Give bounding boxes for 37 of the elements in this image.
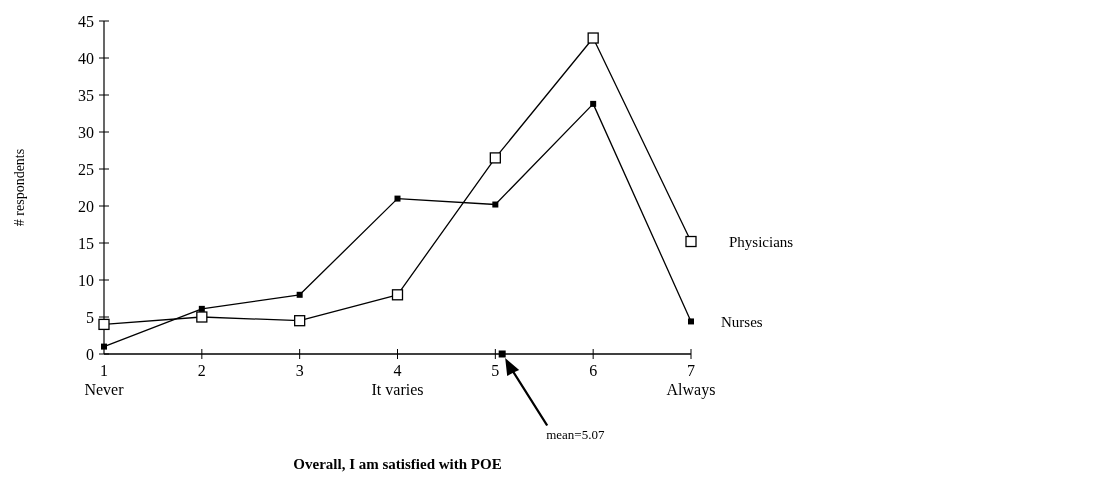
y-tick-label: 20 xyxy=(78,197,94,215)
series-label: Nurses xyxy=(721,313,763,330)
point xyxy=(391,289,404,301)
point xyxy=(294,315,306,327)
y-tick-label: 15 xyxy=(78,234,94,252)
x-tick-label: 5 xyxy=(491,362,500,379)
point xyxy=(498,350,506,358)
point xyxy=(198,305,205,312)
y-tick-label: 10 xyxy=(78,271,94,289)
y-tick-label: 25 xyxy=(78,160,94,178)
x-tick-label: 6 xyxy=(589,362,598,379)
y-tick-label: 0 xyxy=(86,345,94,363)
point xyxy=(688,318,694,325)
y-tick-label: 45 xyxy=(78,12,94,30)
point xyxy=(587,32,599,44)
point xyxy=(101,343,107,350)
text: mean=5.07 xyxy=(546,427,605,443)
x-tick-label: 4 It varies xyxy=(371,362,424,398)
y-axis-title: # respondents xyxy=(12,148,27,227)
y-tick-label: 35 xyxy=(78,86,94,104)
point xyxy=(685,235,697,248)
x-tick-label: 2 xyxy=(197,362,206,379)
point xyxy=(196,311,208,323)
point xyxy=(489,152,501,164)
y-tick-label: 5 xyxy=(86,308,94,326)
x-tick-label: 7 Always xyxy=(666,362,716,399)
text: Physicians xyxy=(729,233,794,250)
x-axis-title: Overall, I am satisfied with POE xyxy=(293,456,502,472)
x-tick-label: 3 xyxy=(295,362,304,379)
point xyxy=(590,100,597,107)
y-tick-label: 40 xyxy=(78,49,94,67)
point xyxy=(492,201,499,208)
point xyxy=(394,195,401,202)
x-tick-label: 1 Never xyxy=(84,362,125,398)
y-tick-label: 30 xyxy=(78,123,94,141)
point xyxy=(296,291,303,298)
point xyxy=(98,318,110,331)
